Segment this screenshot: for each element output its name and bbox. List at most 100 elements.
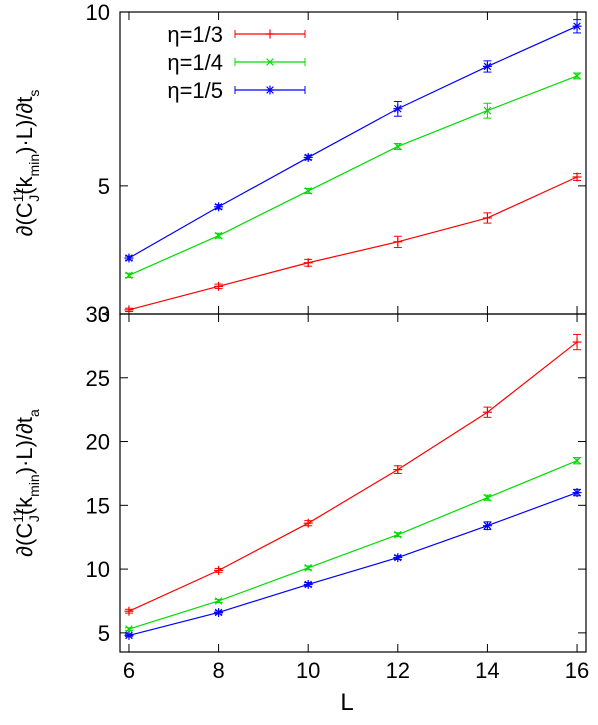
bottom-point-2-3: [393, 553, 403, 563]
top-point-2-3: [393, 104, 403, 114]
top-point-2-1: [214, 202, 224, 212]
top-ylabel-part-5: )·L)/∂t: [12, 97, 37, 154]
bottom-point-2-3-d2: [394, 553, 402, 562]
bottom-point-2-1-d2: [214, 608, 223, 617]
top-ylabel-part-2: J: [26, 195, 42, 202]
bottom-ytick-label-3: 20: [86, 430, 110, 455]
xtick-label-3: 12: [386, 658, 410, 683]
top-ytick-label-0: 3: [98, 302, 110, 327]
bottom-series-0: [124, 333, 582, 616]
legend-marker-1-d2: [266, 58, 274, 66]
legend: η=1/3 η=1/4 η=1/5: [167, 22, 306, 103]
bottom-point-1-4: [483, 493, 492, 502]
bottom-point-0-2: [303, 518, 313, 528]
bottom-y-axis-label: ∂(C11J(kmin)·L)/∂ta: [10, 409, 42, 557]
bottom-point-1-5-d2: [573, 456, 581, 465]
bottom-point-1-4-d2: [483, 493, 492, 502]
bottom-point-2-2-d2: [304, 580, 312, 589]
top-point-0-4: [482, 213, 492, 223]
legend-label-1: η=1/4: [167, 50, 223, 75]
bottom-ylabel-part-2: J: [26, 515, 42, 522]
bottom-series-line-0: [128, 341, 578, 612]
bottom-point-2-5-d2: [573, 488, 581, 497]
top-ytick-label-2: 10: [86, 0, 110, 25]
top-y-axis-label: ∂(C11J(kmin)·L)/∂ts: [10, 90, 42, 237]
legend-label-2: η=1/5: [167, 78, 223, 103]
bottom-point-1-2-d2: [304, 564, 312, 572]
bottom-panel: 5 10 15 20 25 30 6 8 10 12 14 16 ∂(C11J(kmin)·L)/∂ta: [10, 302, 589, 683]
bottom-ytick-label-4: 25: [86, 366, 110, 391]
bottom-ylabel-part-5: )·L)/∂t: [12, 417, 37, 474]
top-point-2-0: [124, 253, 134, 263]
bottom-point-2-2: [303, 579, 313, 589]
bottom-series-1: [124, 456, 582, 633]
top-point-2-0-d2: [125, 254, 133, 262]
bottom-ylabel-part-1: 11: [10, 508, 26, 523]
top-point-1-0-d2: [125, 271, 133, 280]
bottom-series-line-1: [128, 460, 578, 630]
top-point-2-1-d2: [214, 202, 223, 211]
top-ylabel-part-1: 11: [10, 188, 26, 203]
bottom-point-1-2: [304, 564, 312, 572]
bottom-point-1-3-d2: [394, 530, 402, 539]
top-point-2-2-d2: [304, 153, 312, 162]
bottom-point-2-0-d2: [125, 631, 133, 640]
top-point-0-0: [124, 305, 134, 315]
legend-label-0: η=1/3: [167, 22, 223, 47]
bottom-point-1-0: [125, 625, 133, 633]
bottom-point-0-4: [482, 407, 492, 417]
bottom-point-0-5: [572, 337, 582, 347]
top-point-0-2: [303, 258, 313, 268]
bottom-ytick-label-2: 15: [86, 493, 110, 518]
top-point-1-4: [483, 106, 492, 115]
legend-marker-1: [266, 58, 274, 66]
top-point-1-2: [304, 187, 312, 195]
top-point-2-2: [303, 152, 313, 162]
top-point-0-3: [393, 237, 403, 247]
top-series-line-0: [128, 176, 578, 311]
top-point-2-4: [482, 61, 492, 71]
top-ylabel-part-4: min: [26, 154, 42, 177]
top-series-2: [124, 19, 582, 263]
top-series-line-1: [128, 75, 578, 276]
top-point-2-4-d2: [483, 62, 492, 71]
xtick-label-1: 8: [212, 658, 224, 683]
top-ylabel-part-3: (k: [12, 175, 37, 194]
bottom-point-1-5: [573, 456, 581, 465]
bottom-series-2: [124, 488, 582, 640]
bottom-point-2-0: [124, 630, 134, 640]
legend-marker-0: [265, 29, 275, 39]
bottom-point-0-0: [124, 606, 134, 616]
top-series-0: [124, 172, 582, 315]
top-point-0-5: [572, 172, 582, 182]
xtick-label-5: 16: [565, 658, 589, 683]
bottom-point-2-4: [482, 521, 492, 531]
top-point-1-3: [394, 142, 402, 151]
bottom-ylabel-part-6: a: [26, 409, 42, 417]
top-point-2-5-d2: [573, 22, 581, 30]
bottom-frame: [119, 313, 587, 653]
top-ylabel-part-6: s: [26, 90, 42, 97]
xtick-label-2: 10: [296, 658, 320, 683]
xtick-label-4: 14: [475, 658, 499, 683]
top-point-1-5: [573, 72, 581, 80]
legend-marker-2-d2: [266, 86, 274, 94]
top-point-0-1: [214, 281, 224, 291]
bottom-ylabel-part-4: min: [26, 474, 42, 497]
top-point-1-4-d2: [483, 106, 492, 115]
bottom-point-0-3: [393, 465, 403, 475]
bottom-series-line-2: [128, 492, 578, 637]
bottom-ylabel-part-3: (k: [12, 496, 37, 515]
bottom-ytick-label-5: 30: [86, 302, 110, 327]
top-ytick-label-1: 5: [98, 174, 110, 199]
bottom-point-2-5: [572, 488, 582, 498]
top-panel: 3 5 10 ∂(C11J(kmin)·L)/∂ts η=1/3 η=1/4 η=1/5: [10, 0, 587, 327]
top-point-1-0: [125, 271, 133, 280]
bottom-point-1-1-d2: [214, 597, 223, 605]
xtick-label-0: 6: [123, 658, 135, 683]
legend-marker-2: [265, 85, 275, 95]
bottom-point-2-1: [214, 607, 224, 617]
top-series-1: [124, 72, 582, 280]
